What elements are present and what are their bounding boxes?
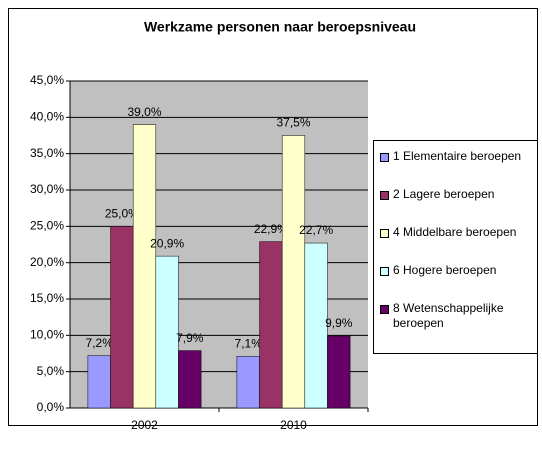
- y-tick-label: 20,0%: [30, 255, 64, 269]
- y-tick-label: 15,0%: [30, 291, 64, 305]
- x-tick-label: 2002: [131, 418, 158, 432]
- legend-swatch: [380, 305, 389, 314]
- chart-title: Werkzame personen naar beroepsniveau: [144, 19, 416, 35]
- legend-label: 8 Wetenschappelijke beroepen: [393, 301, 504, 330]
- bar: [178, 350, 202, 409]
- bar: [132, 124, 157, 409]
- y-tick-label: 10,0%: [30, 328, 64, 342]
- legend-label: 1 Elementaire beroepen: [393, 149, 522, 163]
- legend: 1 Elementaire beroepen 2 Lagere beroepen 4…: [373, 140, 538, 354]
- legend-swatch: [380, 153, 389, 162]
- legend-item: 1 Elementaire beroepen: [380, 149, 533, 164]
- legend-item: 4 Middelbare beroepen: [380, 225, 533, 240]
- legend-swatch: [380, 267, 389, 276]
- data-label: 7,2%: [86, 336, 114, 350]
- bar: [259, 241, 283, 409]
- bar: [281, 135, 306, 409]
- data-label: 7,9%: [176, 331, 204, 345]
- legend-item: 2 Lagere beroepen: [380, 187, 533, 202]
- bar: [304, 242, 328, 409]
- y-tick-label: 45,0%: [30, 73, 64, 87]
- y-tick-label: 35,0%: [30, 146, 64, 160]
- data-label: 22,7%: [299, 223, 333, 237]
- y-tick-label: 5,0%: [37, 364, 65, 378]
- bar: [87, 355, 111, 409]
- legend-swatch: [380, 229, 389, 238]
- legend-label: 2 Lagere beroepen: [393, 187, 495, 201]
- y-tick-label: 30,0%: [30, 182, 64, 196]
- bar: [327, 335, 351, 409]
- legend-label: 6 Hogere beroepen: [393, 263, 497, 277]
- legend-label: 4 Middelbare beroepen: [393, 225, 517, 239]
- data-label: 22,9%: [254, 222, 288, 236]
- data-label: 20,9%: [150, 236, 184, 250]
- y-tick-label: 40,0%: [30, 110, 64, 124]
- data-label: 25,0%: [105, 207, 139, 221]
- data-label: 7,1%: [235, 337, 263, 351]
- legend-item: 6 Hogere beroepen: [380, 263, 533, 278]
- bar: [236, 356, 260, 409]
- bar: [110, 226, 134, 409]
- y-tick-label: 0,0%: [37, 400, 65, 414]
- data-label: 39,0%: [127, 105, 161, 119]
- x-tick-label: 2010: [280, 418, 307, 432]
- bar: [155, 255, 179, 409]
- legend-swatch: [380, 191, 389, 200]
- legend-item: 8 Wetenschappelijke beroepen: [380, 301, 533, 331]
- data-label: 9,9%: [325, 316, 353, 330]
- data-label: 37,5%: [276, 116, 310, 130]
- y-tick-label: 25,0%: [30, 219, 64, 233]
